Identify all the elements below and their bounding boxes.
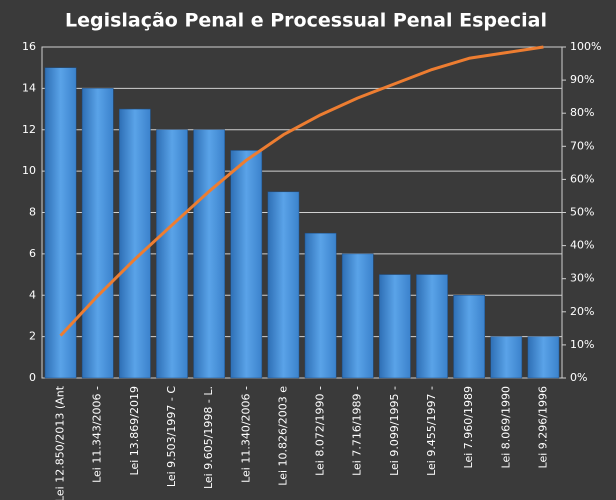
bar	[453, 295, 485, 379]
x-tick-label: Lei 9.503/1997 - C	[165, 386, 178, 487]
y2-tick-label: 10%	[570, 338, 594, 351]
bar	[304, 232, 337, 379]
x-tick-label: Lei 10.826/2003 e	[276, 386, 289, 486]
y2-tick-label: 90%	[570, 73, 594, 86]
plot-frame	[41, 46, 563, 379]
y-tick-label: 16	[22, 40, 36, 53]
x-tick-label: Lei 7.960/1989	[462, 386, 475, 468]
x-tick-label: Lei 9.605/1998 - L.	[202, 386, 215, 489]
y2-tick-label: 50%	[570, 206, 594, 219]
x-tick-label: Lei 9.099/1995 -	[388, 386, 401, 476]
bar	[230, 150, 263, 379]
x-tick-label: Lei 13.869/2019	[128, 386, 141, 475]
bar	[341, 253, 374, 379]
y2-tick-label: 40%	[570, 239, 594, 252]
bar	[379, 274, 411, 379]
x-tick-label: Lei 8.072/1990 -	[314, 386, 327, 476]
x-tick-label: Lei 12.850/2013 (Ant	[54, 385, 67, 500]
y-tick-label: 8	[29, 206, 36, 219]
y-tick-label: 0	[29, 371, 36, 384]
x-tick-label: Lei 11.340/2006 -	[239, 386, 252, 483]
bar	[81, 88, 114, 379]
y2-tick-label: 20%	[570, 305, 594, 318]
y-tick-label: 14	[22, 81, 36, 94]
bar	[44, 67, 77, 379]
y2-tick-label: 60%	[570, 172, 594, 185]
y-tick-label: 12	[22, 123, 36, 136]
y2-tick-label: 70%	[570, 139, 594, 152]
bar	[119, 108, 151, 379]
bar	[193, 129, 225, 379]
bar	[267, 191, 300, 379]
x-tick-label: Lei 9.296/1996	[536, 386, 549, 468]
y-tick-label: 2	[29, 330, 36, 343]
cumulative-line	[59, 45, 544, 337]
bar	[416, 274, 448, 379]
bar	[156, 129, 188, 379]
x-tick-label: Lei 9.455/1997 -	[425, 386, 438, 476]
y2-tick-label: 30%	[570, 272, 594, 285]
y2-tick-label: 100%	[570, 40, 601, 53]
y2-tick-label: 80%	[570, 106, 594, 119]
x-tick-label: Lei 8.069/1990	[499, 386, 512, 468]
y-tick-label: 4	[29, 288, 36, 301]
x-tick-label: Lei 7.716/1989 -	[351, 386, 364, 476]
chart-title: Legislação Penal e Processual Penal Espe…	[65, 10, 547, 32]
y-tick-label: 10	[22, 164, 36, 177]
y2-tick-label: 0%	[570, 371, 587, 384]
x-tick-label: Lei 11.343/2006 -	[91, 386, 104, 483]
bar	[490, 336, 523, 379]
y-tick-label: 6	[29, 247, 36, 260]
bar	[527, 336, 560, 379]
